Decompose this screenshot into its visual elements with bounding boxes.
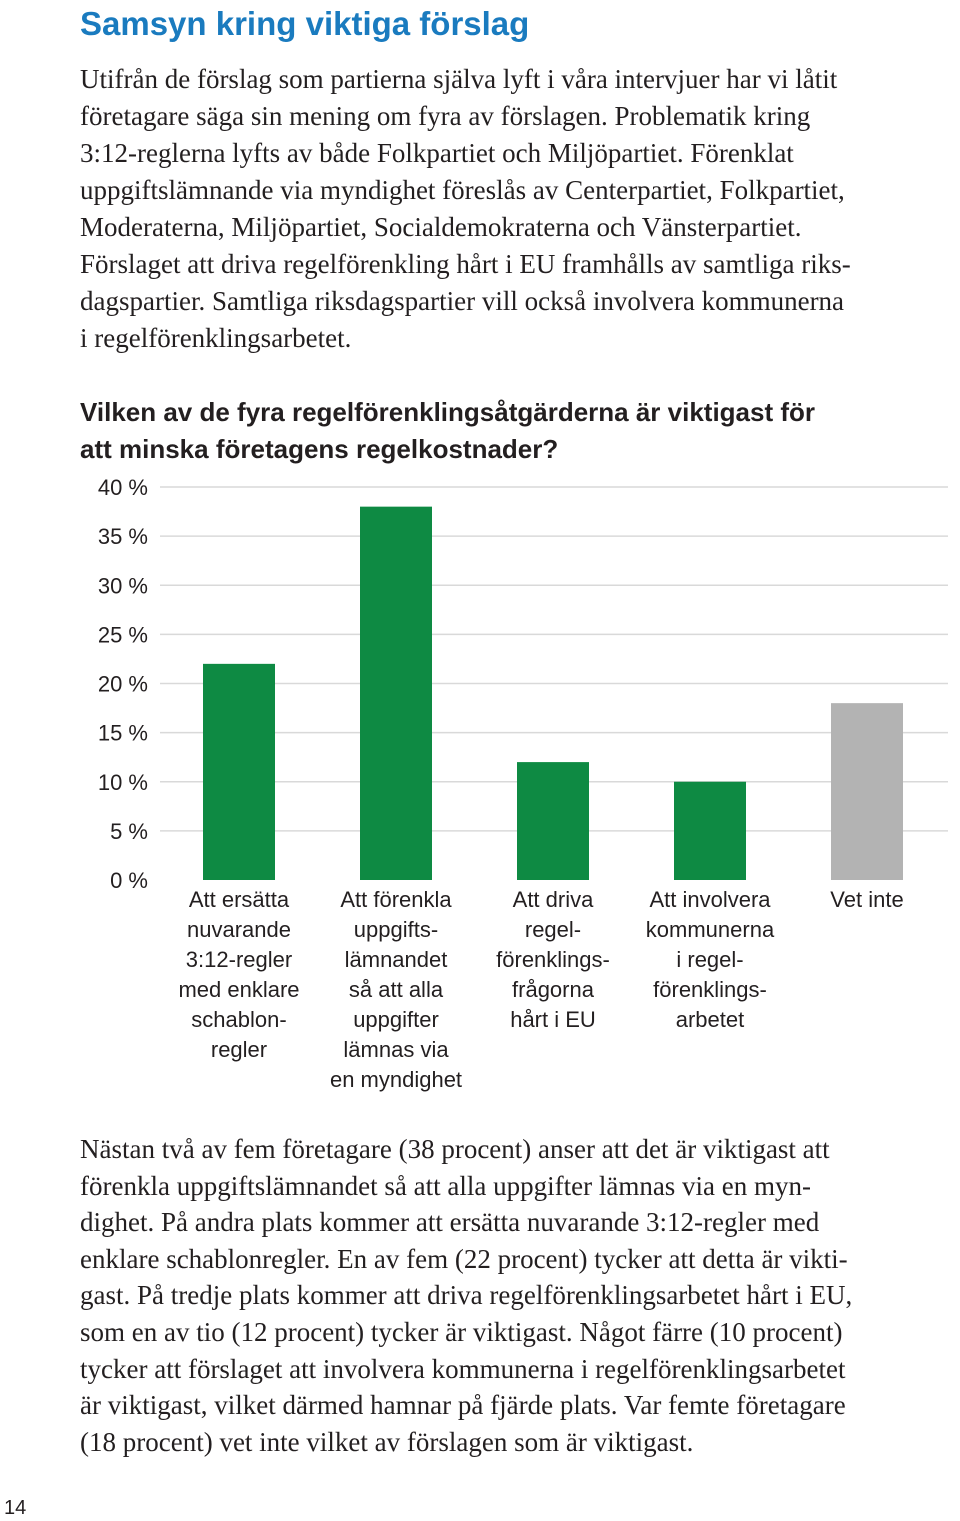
y-tick-label: 10 % (98, 770, 148, 795)
x-category-label-line: lämnas via (343, 1037, 449, 1062)
body-line: förenkla uppgiftslämnandet så att alla u… (80, 1170, 812, 1201)
chart-gridlines (160, 486, 948, 832)
intro-line: i regelförenklingsarbetet. (80, 323, 352, 353)
body-line: (18 procent) vet inte vilket av förslage… (80, 1426, 694, 1457)
y-tick-label: 20 % (98, 672, 148, 697)
x-category-label-line: kommunerna (646, 917, 775, 942)
result-paragraph: Nästan två av fem företagare (38 procent… (80, 1131, 960, 1460)
body-line: är viktigast, vilket därmed hamnar på fj… (80, 1390, 846, 1421)
x-category-label: Vet inte (830, 887, 903, 912)
page-heading: Samsyn kring viktiga förslag (80, 5, 530, 42)
chart-y-axis: 40 % 35 % 30 % 25 % 20 % 15 % 10 % 5 % 0 % (98, 475, 148, 893)
body-line: som en av tio (12 procent) tycker är vik… (80, 1316, 843, 1347)
x-category-label-line: frågorna (512, 977, 595, 1002)
y-tick-label: 35 % (98, 524, 148, 549)
x-category-label: Att förenkla uppgifts-lämnandet så att all… (330, 887, 462, 1092)
y-tick-label: 5 % (110, 819, 148, 844)
x-category-label-line: Att driva (513, 887, 594, 912)
bar (203, 663, 275, 880)
x-category-label-line: Att ersätta (189, 887, 290, 912)
y-tick-label: 30 % (98, 573, 148, 598)
x-category-label-line: hårt i EU (510, 1007, 596, 1032)
question-line: att minska företagens regelkostnader? (80, 434, 559, 464)
x-category-label-line: uppgifts- (354, 917, 438, 942)
intro-line: Utifrån de förslag som partierna själva … (80, 64, 838, 94)
x-category-label-line: Att förenkla (340, 887, 452, 912)
question-line: Vilken av de fyra regelförenklingsåtgärd… (80, 397, 816, 427)
intro-paragraph: Utifrån de förslag som partierna själva … (80, 61, 960, 357)
x-category-label-line: regler (211, 1037, 267, 1062)
x-category-label-line: arbetet (676, 1007, 745, 1032)
x-category-label-line: förenklings- (653, 977, 767, 1002)
bar (674, 781, 746, 880)
chart-question: Vilken av de fyra regelförenklingsåtgärd… (80, 394, 815, 468)
intro-line: företagare säga sin mening om fyra av fö… (80, 101, 811, 131)
x-category-label-line: Vet inte (830, 887, 903, 912)
x-category-label-line: en myndighet (330, 1067, 462, 1092)
body-line: Nästan två av fem företagare (38 procent… (80, 1134, 830, 1164)
bar (517, 762, 589, 880)
bar-chart: 40 % 35 % 30 % 25 % 20 % 15 % 10 % 5 % 0 % Att e… (98, 475, 948, 1092)
bar (360, 506, 432, 880)
x-category-label-line: regel- (525, 917, 581, 942)
body-line: dighet. På andra plats kommer att ersätt… (80, 1207, 820, 1238)
y-tick-label: 15 % (98, 721, 148, 746)
x-category-label-line: förenklings- (496, 947, 610, 972)
y-tick-label: 0 % (110, 868, 148, 893)
x-category-label-line: schablon- (191, 1007, 286, 1032)
x-category-label-line: nuvarande (187, 917, 291, 942)
page-number: 14 (4, 1497, 27, 1519)
intro-line: Moderaterna, Miljöpartiet, Socialdemokra… (80, 212, 802, 242)
body-line: tycker att förslaget att involvera kommu… (80, 1353, 846, 1384)
x-category-label-line: Att involvera (649, 887, 771, 912)
x-category-label: Att driva regel-förenklings-frågorna hårt … (496, 887, 610, 1032)
chart-x-axis: Att ersätta nuvarande 3:12-regler med enkla… (178, 887, 903, 1092)
bar (831, 703, 903, 880)
intro-line: dagspartier. Samtliga riksdagspartier vi… (80, 286, 845, 316)
body-line: enklare schablonregler. En av fem (22 pr… (80, 1243, 848, 1274)
x-category-label: Att involvera kommunerna i regel-förenklin… (646, 887, 775, 1032)
x-category-label-line: uppgifter (353, 1007, 439, 1032)
y-tick-label: 40 % (98, 475, 148, 500)
x-category-label-line: lämnandet (345, 947, 448, 972)
intro-line: 3:12-reglerna lyfts av både Folkpartiet … (80, 138, 794, 168)
body-line: gast. På tredje plats kommer att driva r… (80, 1280, 853, 1311)
x-category-label-line: i regel- (676, 947, 743, 972)
chart-bars (203, 506, 903, 880)
x-category-label-line: så att alla (349, 977, 444, 1002)
intro-line: uppgiftslämnande via myndighet föreslås … (80, 175, 845, 205)
x-category-label-line: med enklare (178, 977, 299, 1002)
x-category-label-line: 3:12-regler (186, 947, 292, 972)
y-tick-label: 25 % (98, 622, 148, 647)
intro-line: Förslaget att driva regelförenkling hårt… (80, 249, 851, 279)
x-category-label: Att ersätta nuvarande 3:12-regler med enkla… (178, 887, 299, 1062)
